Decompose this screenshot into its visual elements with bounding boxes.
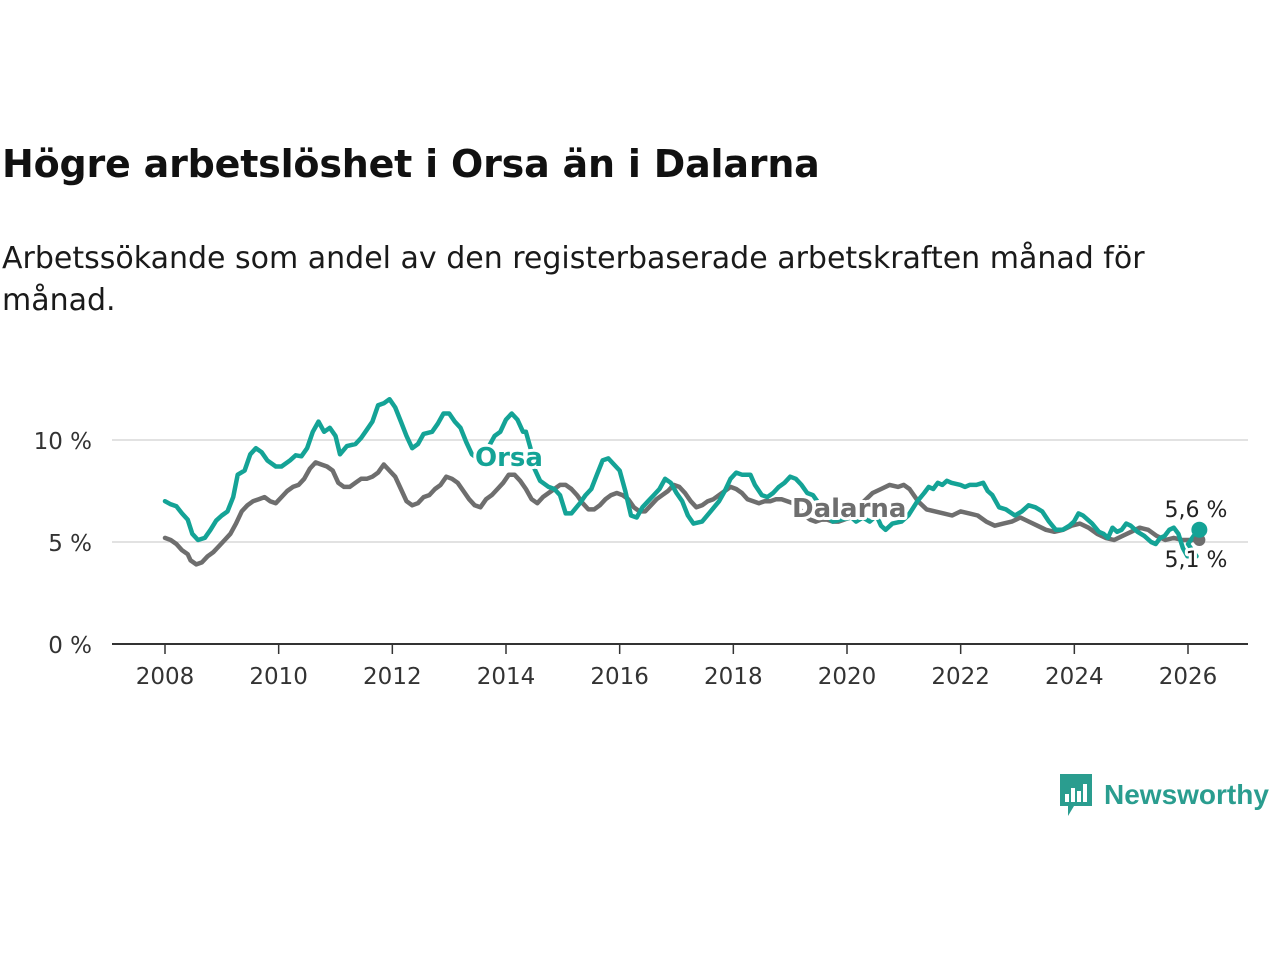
newsworthy-logo: Newsworthy	[1058, 772, 1269, 818]
y-tick-label: 5 %	[48, 531, 92, 557]
series-line-orsa	[162, 396, 1202, 559]
x-tick-label: 2010	[249, 664, 308, 690]
series-labels: Orsa Dalarna 5,6 % 5,1 %	[472, 440, 1230, 576]
x-tick-label: 2020	[818, 664, 877, 690]
end-marker-orsa	[1191, 521, 1208, 538]
x-tick-label: 2008	[136, 664, 195, 690]
x-tick-label: 2012	[363, 664, 422, 690]
y-tick-label: 0 %	[48, 633, 92, 659]
x-tick-label: 2022	[931, 664, 990, 690]
x-tick-label: 2024	[1045, 664, 1104, 690]
x-tick-label: 2026	[1159, 664, 1218, 690]
y-tick-label: 10 %	[34, 429, 92, 455]
x-axis-ticks: 2008 2010 2012 2014 2016 2018 2020 2022 2024 2026	[112, 643, 1248, 690]
x-tick-label: 2014	[477, 664, 536, 690]
newsworthy-logo-icon	[1060, 774, 1092, 816]
page-subtitle: Arbetssökande som andel av den registerb…	[2, 241, 1145, 318]
newsworthy-logo-text: Newsworthy	[1104, 779, 1269, 810]
x-tick-label: 2016	[590, 664, 649, 690]
grid-lines	[112, 439, 1248, 543]
end-value-label-dalarna: 5,1 %	[1165, 548, 1228, 573]
page-title: Högre arbetslöshet i Orsa än i Dalarna	[2, 142, 820, 186]
end-value-label-orsa: 5,6 %	[1165, 498, 1228, 523]
series-label-dalarna: Dalarna	[792, 494, 906, 524]
series-label-orsa: Orsa	[475, 443, 543, 473]
x-tick-label: 2018	[704, 664, 763, 690]
series-lines	[162, 396, 1208, 567]
y-axis-ticks: 0 % 5 % 10 %	[34, 429, 92, 659]
